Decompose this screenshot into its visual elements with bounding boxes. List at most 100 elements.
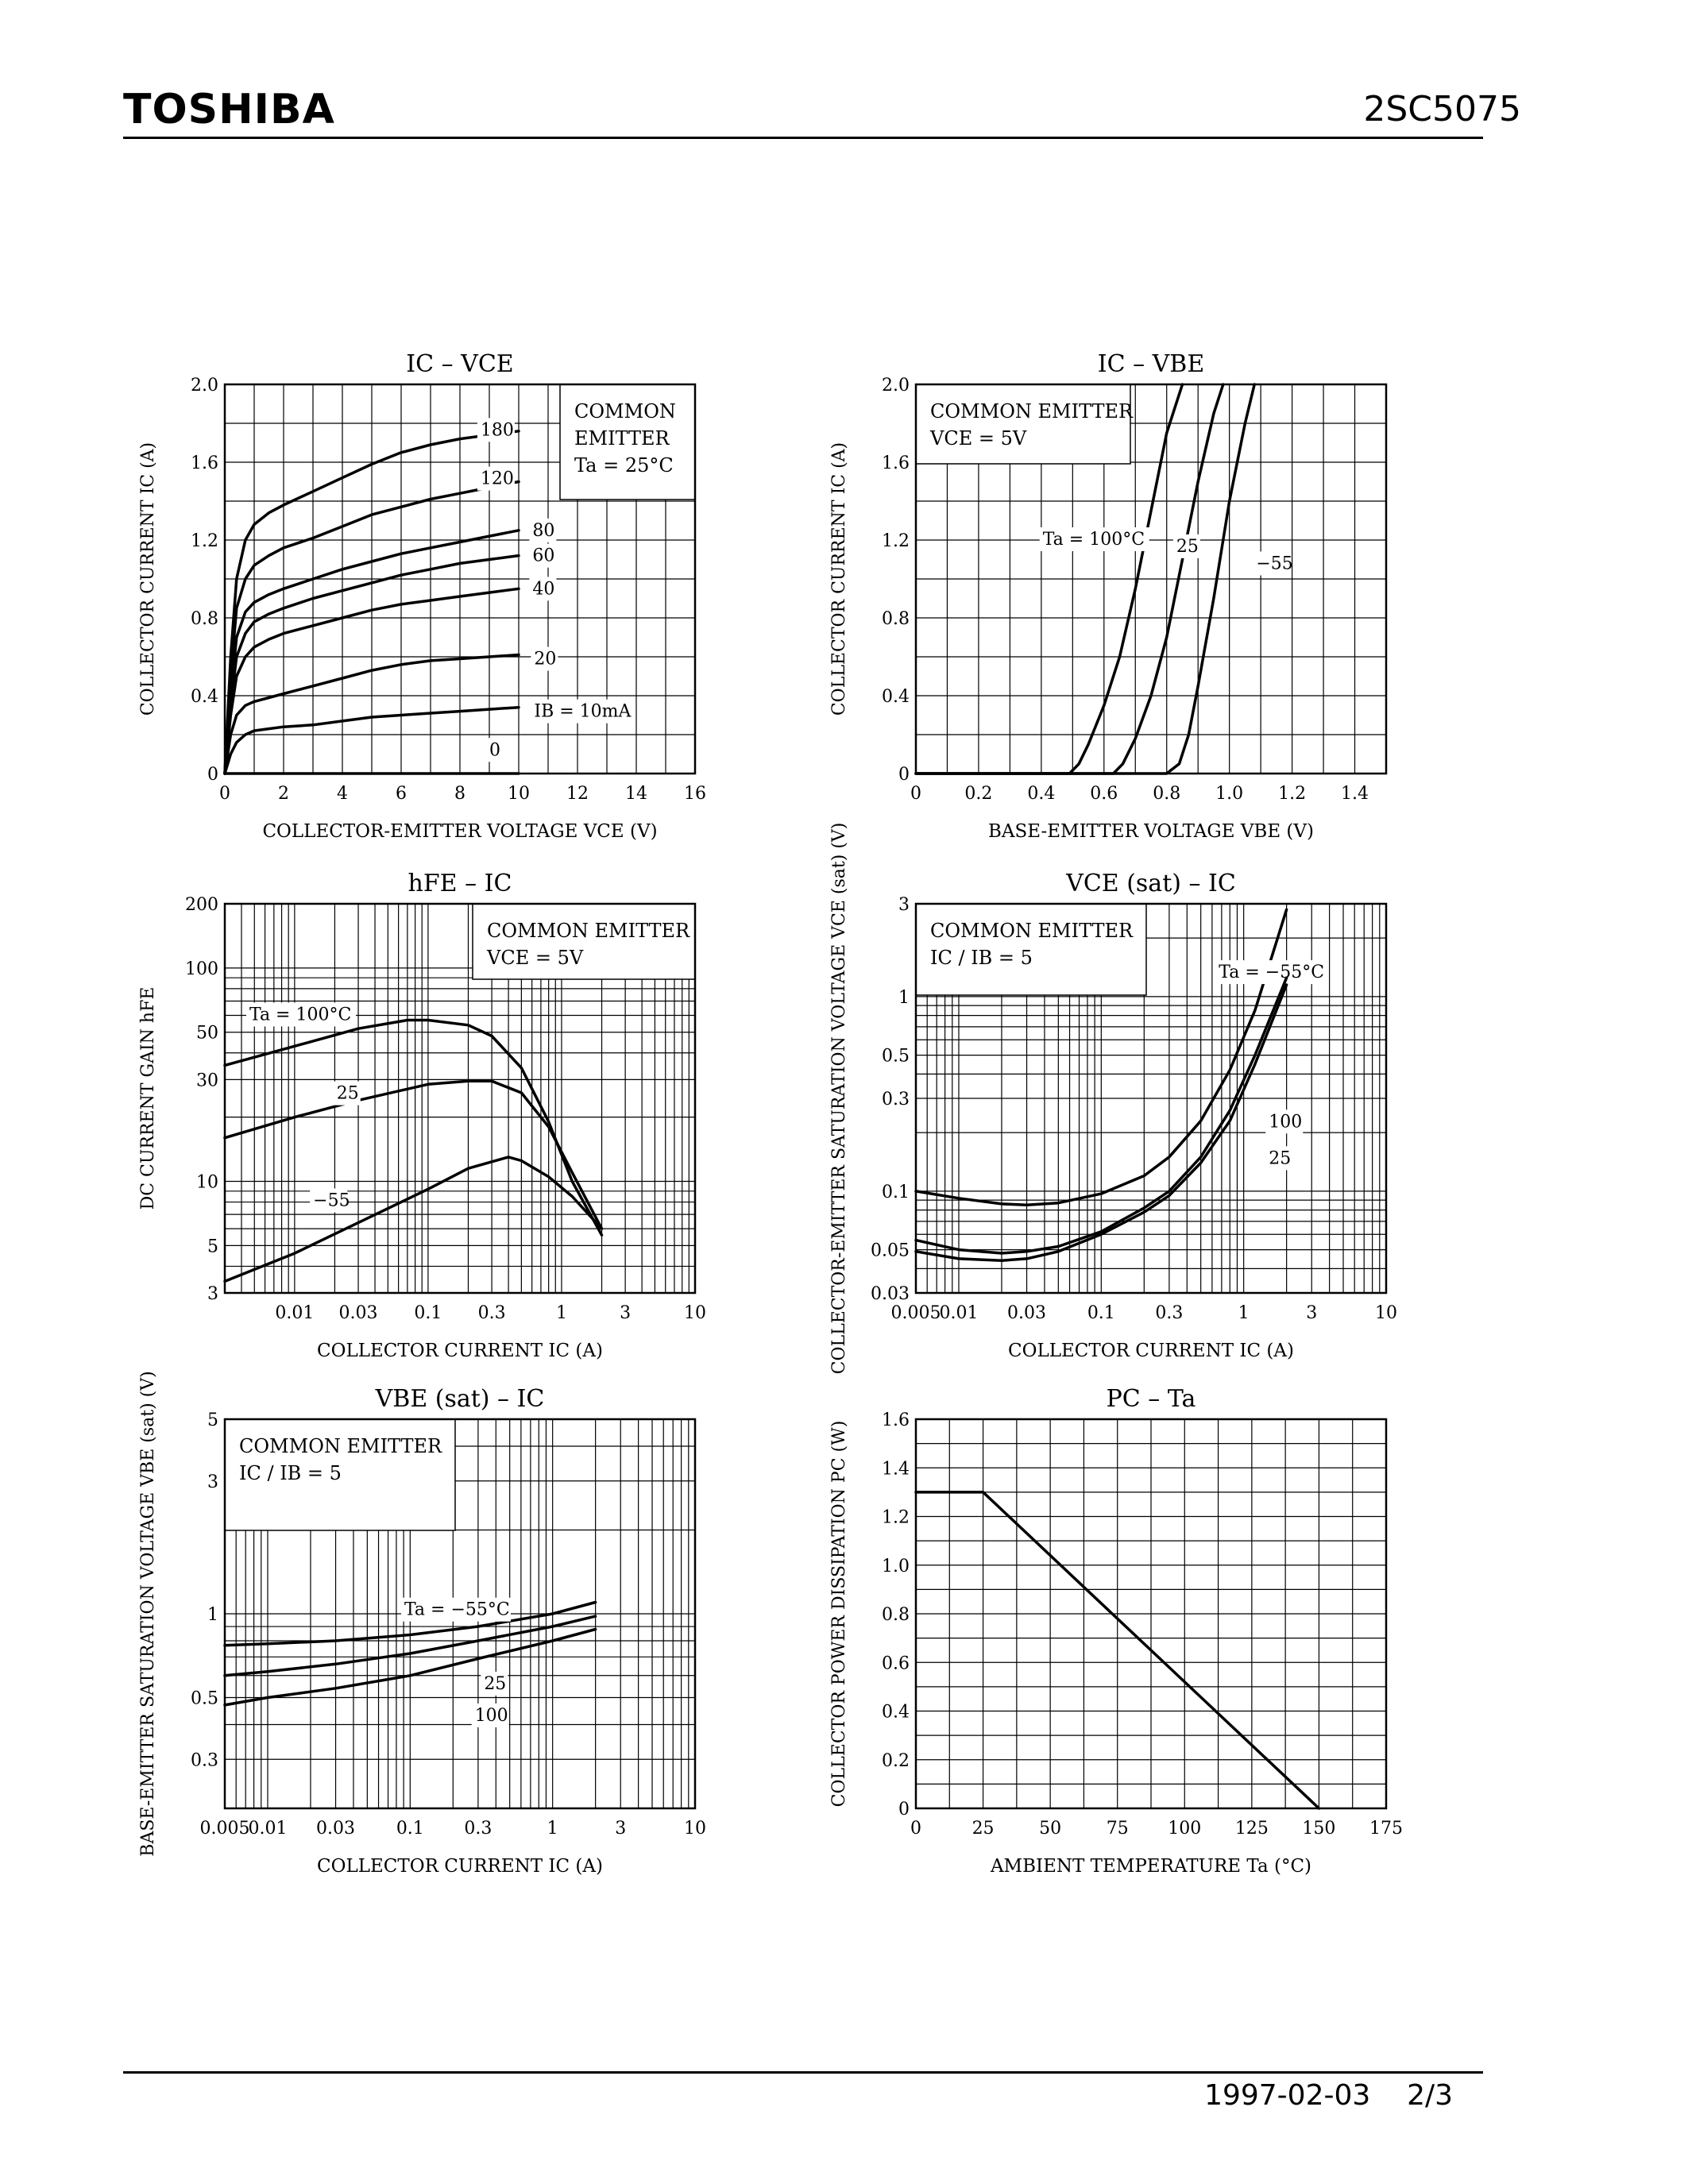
series-label-bg <box>1265 1109 1304 1134</box>
y-tick-label: 1 <box>898 988 910 1008</box>
x-tick-label: 1 <box>547 1819 558 1839</box>
x-tick-label: 0.1 <box>414 1303 442 1323</box>
x-tick-label: 0.1 <box>396 1819 424 1839</box>
annotation-box <box>472 903 696 980</box>
x-tick-label: 0.8 <box>1153 784 1180 804</box>
series-line-0 <box>914 383 1184 775</box>
series-label: 100 <box>1269 1112 1302 1132</box>
y-tick-label: 100 <box>185 959 218 979</box>
annotation-text: EMITTER <box>574 427 670 450</box>
series-line-3 <box>223 554 520 775</box>
y-tick-label: 0.5 <box>882 1047 910 1067</box>
series-label-bg <box>1253 551 1291 576</box>
x-tick-label: 0.01 <box>939 1303 978 1323</box>
series-label-bg <box>400 1597 511 1622</box>
series-line-5 <box>223 653 520 775</box>
x-tick-label: 2 <box>278 784 289 804</box>
y-tick-label: 3 <box>898 895 910 915</box>
y-axis-label: BASE-EMITTER SATURATION VOLTAGE VBE (sat… <box>138 1371 158 1856</box>
x-tick-label: 0 <box>219 784 230 804</box>
chart-title: IC – VCE <box>406 350 513 378</box>
x-tick-label: 0.03 <box>316 1819 355 1839</box>
series-line-1 <box>914 976 1288 1255</box>
y-tick-label: 0.5 <box>191 1689 218 1709</box>
y-tick-label: 0.6 <box>882 1653 910 1673</box>
part-number: 2SC5075 <box>1363 89 1521 129</box>
x-tick-label: 1.4 <box>1341 784 1369 804</box>
annotation-text: IC / IB = 5 <box>930 947 1033 969</box>
annotation-text: Ta = 25°C <box>574 454 674 477</box>
y-tick-label: 2.0 <box>882 376 910 396</box>
y-tick-label: 0.8 <box>882 609 910 629</box>
plot-frame <box>914 1418 1388 1810</box>
y-tick-label: 1.4 <box>882 1459 910 1479</box>
series-label: 25 <box>484 1674 506 1694</box>
y-tick-label: 0 <box>898 1800 910 1819</box>
series-label-bg <box>1265 1146 1293 1171</box>
brand-logo: TOSHIBA <box>123 86 335 133</box>
chart-hfe-ic: COMMON EMITTER VCE = 5V 0.01 0.03 0.1 0.3 1 3 10… <box>138 870 706 1361</box>
x-tick-label: 0.4 <box>1027 784 1055 804</box>
x-tick-label: 4 <box>337 784 348 804</box>
y-tick-label: 5 <box>207 1410 218 1430</box>
y-tick-label: 0.3 <box>882 1090 910 1109</box>
series-label-bg <box>1215 960 1326 985</box>
chart-title: PC – Ta <box>1107 1385 1196 1413</box>
series-line-0 <box>914 1491 1321 1810</box>
x-tick-label: 0.01 <box>275 1303 314 1323</box>
x-tick-label: 6 <box>396 784 407 804</box>
y-tick-label: 30 <box>196 1071 218 1090</box>
series-label-bg <box>310 1188 348 1213</box>
x-tick-label: 0.005 <box>200 1819 250 1839</box>
chart-grid <box>915 1418 1387 1809</box>
series-label-bg <box>529 543 557 568</box>
y-tick-label: 0.05 <box>871 1241 910 1261</box>
annotation-box <box>915 903 1147 996</box>
annotation-text: COMMON <box>574 400 676 423</box>
x-tick-label: 12 <box>566 784 589 804</box>
series-line-1 <box>223 1615 597 1677</box>
x-tick-label: 0 <box>910 784 921 804</box>
chart-pc-ta: 0 25 50 75 100 125 150 175 0 0.2 0.4 0.6 0.8 1.0 1.2 1.… <box>829 1385 1403 1877</box>
y-tick-label: 1.2 <box>882 1508 910 1528</box>
series-label-bg <box>245 1002 356 1027</box>
annotation-text: COMMON EMITTER <box>487 920 690 942</box>
series-label-bg <box>486 738 503 762</box>
chart-grid <box>224 1418 696 1809</box>
x-tick-label: 1.0 <box>1215 784 1243 804</box>
x-tick-label: 1.2 <box>1278 784 1306 804</box>
footer: 1997-02-03 2/3 <box>1204 2079 1453 2112</box>
annotation-text: VCE = 5V <box>929 427 1027 450</box>
series-label: 40 <box>532 579 554 599</box>
x-axis-label: COLLECTOR CURRENT IC (A) <box>317 1856 603 1877</box>
y-tick-label: 1 <box>207 1605 218 1625</box>
series-label: −55 <box>1256 554 1292 574</box>
x-axis-label: COLLECTOR-EMITTER VOLTAGE VCE (V) <box>262 821 657 842</box>
y-tick-label: 0.3 <box>191 1750 218 1770</box>
y-tick-label: 0.03 <box>871 1284 910 1304</box>
x-axis-label: COLLECTOR CURRENT IC (A) <box>1008 1341 1294 1361</box>
x-tick-label: 125 <box>1235 1819 1269 1839</box>
x-tick-label: 0.2 <box>964 784 992 804</box>
y-tick-label: 0.4 <box>882 1703 910 1723</box>
series-label: 80 <box>532 521 554 541</box>
series-label-bg <box>531 646 558 671</box>
x-tick-label: 10 <box>508 784 530 804</box>
x-tick-label: 10 <box>684 1303 706 1323</box>
series-line-0 <box>223 1600 597 1647</box>
x-tick-label: 3 <box>1306 1303 1317 1323</box>
series-label-bg <box>333 1081 361 1106</box>
x-tick-label: 150 <box>1302 1819 1335 1839</box>
x-axis-label: BASE-EMITTER VOLTAGE VBE (V) <box>988 821 1314 842</box>
series-label: 60 <box>532 546 554 566</box>
series-label-bg <box>477 466 515 491</box>
x-tick-label: 0.3 <box>1155 1303 1183 1323</box>
series-label: 25 <box>1269 1148 1291 1168</box>
series-line-2 <box>223 529 520 775</box>
x-tick-label: 100 <box>1168 1819 1201 1839</box>
x-tick-label: 10 <box>1375 1303 1397 1323</box>
series-label: 0 <box>489 740 500 760</box>
x-tick-label: 175 <box>1369 1819 1403 1839</box>
series-label-bg <box>477 418 515 442</box>
